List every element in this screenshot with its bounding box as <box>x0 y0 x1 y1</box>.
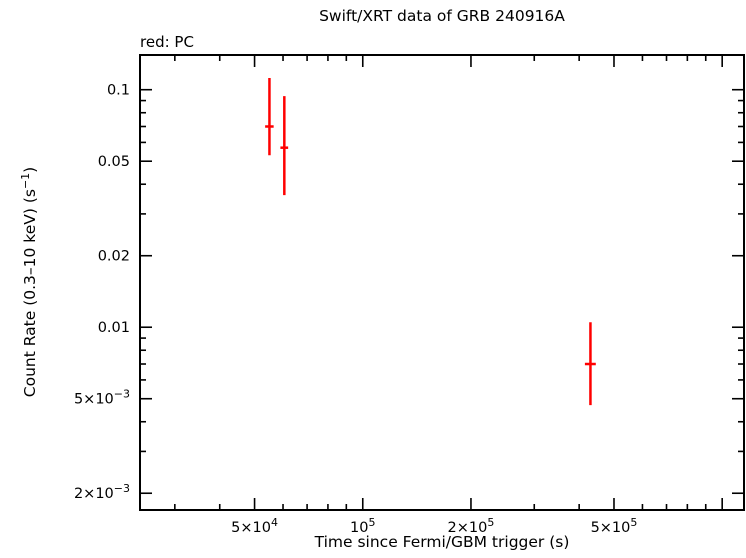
x-tick-label: 5×104 <box>231 516 278 536</box>
x-axis-label: Time since Fermi/GBM trigger (s) <box>314 533 570 551</box>
y-tick-label: 0.01 <box>98 320 130 336</box>
y-axis-label: Count Rate (0.3–10 keV) (s−1) <box>19 167 39 397</box>
data-point-pc <box>584 322 596 406</box>
data-point-pc <box>280 96 289 196</box>
mode-legend-label: red: PC <box>140 33 194 51</box>
x-tick-label: 2×105 <box>448 516 495 536</box>
y-tick-label: 0.05 <box>98 154 130 170</box>
plot-frame: 5×104 105 2×105 5×105 0.1 0.05 0.02 0.01 5×10−3 2… <box>74 54 745 536</box>
x-tick-label: 105 <box>350 516 375 536</box>
y-tick-label: 5×10−3 <box>74 388 130 408</box>
plot-border <box>139 54 745 511</box>
y-tick-label: 0.1 <box>107 83 130 99</box>
x-tick-label: 5×105 <box>591 516 638 536</box>
data-point-pc <box>265 78 274 156</box>
y-tick-label: 0.02 <box>98 249 130 265</box>
y-tick-label: 2×10−3 <box>74 482 130 502</box>
chart-title: Swift/XRT data of GRB 240916A <box>319 7 565 25</box>
